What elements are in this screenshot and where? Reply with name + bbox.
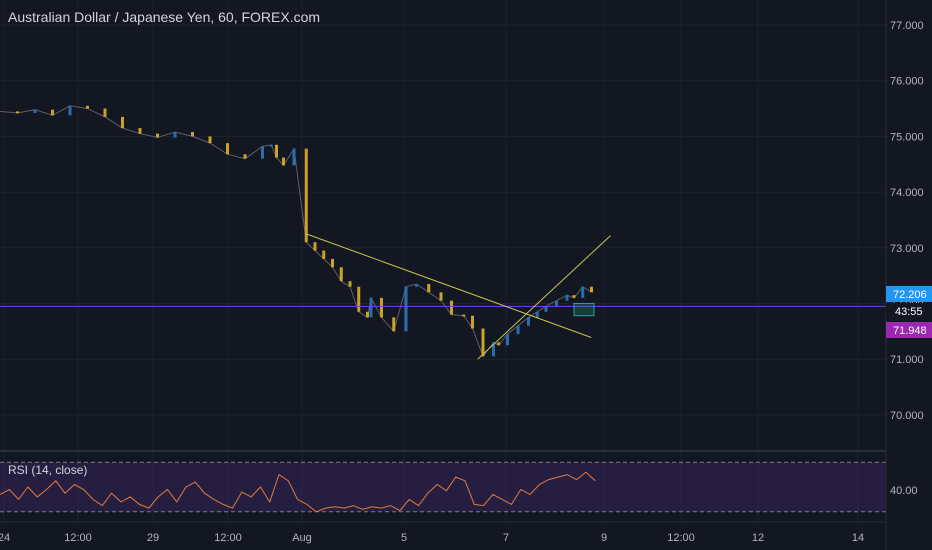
countdown-badge [886,303,932,319]
price-bar [481,328,485,357]
price-bar [439,292,443,301]
price-bar [86,105,89,109]
trendline-lower [477,235,611,360]
price-bar [51,109,54,116]
price-tick-label: 71.000 [890,354,924,366]
price-bar [261,146,264,159]
price-bar [404,286,408,332]
countdown-text: 43:55 [895,306,923,318]
price-bar [138,128,142,134]
trendlines [306,233,611,360]
price-tick-label: 76.000 [890,76,924,88]
price-bar [208,136,212,144]
price-tick-label: 73.000 [890,243,924,255]
price-bar [380,297,383,318]
rsi-band [0,462,886,512]
price-bar [427,283,431,293]
time-tick-label: 12:00 [667,532,695,544]
price-tick-label: 70.000 [890,410,924,422]
rsi-tick: 40.00 [890,485,918,497]
price-bar [471,315,474,329]
price-bar [304,148,308,243]
time-tick-label: 29 [147,532,159,544]
price-bar [572,295,576,298]
price-bar [462,314,466,317]
price-tick-label: 75.000 [890,131,924,143]
price-bar [173,131,177,138]
price-bar [191,131,194,137]
time-tick-label: 5 [401,532,407,544]
price-bar [506,334,509,346]
price-bar [369,297,373,318]
price-series [0,105,593,358]
price-bar [103,108,107,117]
price-bar [555,300,558,307]
price-bar [516,325,520,335]
price-bar [544,306,548,312]
price-tick-label: 77.000 [890,20,924,32]
price-bar [339,267,343,282]
price-bar [492,342,495,357]
price-bar [581,286,585,298]
price-bar [313,242,317,251]
price-bar [226,143,229,155]
price-bar [366,311,369,318]
rsi-label: RSI (14, close) [8,463,87,477]
price-bar [415,283,418,287]
price-bar [357,286,361,312]
time-axis: 24 12:00 29 12:00 Aug 5 7 9 12:00 12 14 [0,532,864,544]
price-bar [590,286,593,293]
price-bar [243,154,247,159]
price-bar [121,116,124,129]
time-tick-label: 24 [0,532,10,544]
price-bar [282,157,285,166]
price-bar [156,133,159,138]
reference-price-text: 71.948 [893,325,927,337]
price-bar [450,300,453,315]
price-bar [348,281,352,287]
breakout-box [573,302,595,317]
grid [0,0,886,522]
price-bar [292,148,296,166]
price-bar [16,111,19,114]
price-bar [68,105,72,116]
time-tick-label: Aug [292,532,312,544]
current-price-text: 72.206 [893,289,927,301]
price-bar [275,144,278,158]
price-bar [497,342,501,346]
current-price-badge [886,286,932,302]
time-tick-label: 12:00 [64,532,92,544]
price-bar [33,109,37,114]
price-bar [565,295,569,301]
time-tick-label: 12 [752,532,764,544]
time-tick-label: 9 [601,532,607,544]
price-bar [527,317,530,326]
time-tick-label: 7 [503,532,509,544]
time-tick-label: 14 [852,532,864,544]
price-bar [269,144,273,147]
reference-price-badge [886,322,932,338]
price-bar [331,258,334,268]
chart-title: Australian Dollar / Japanese Yen, 60, FO… [8,9,320,25]
price-tick-label: 74.000 [890,187,924,199]
price-bar [392,317,396,332]
trendline-upper [306,233,592,338]
price-bar [322,250,326,259]
price-bar [535,311,539,318]
time-tick-label: 12:00 [214,532,242,544]
rsi-line [0,471,596,513]
